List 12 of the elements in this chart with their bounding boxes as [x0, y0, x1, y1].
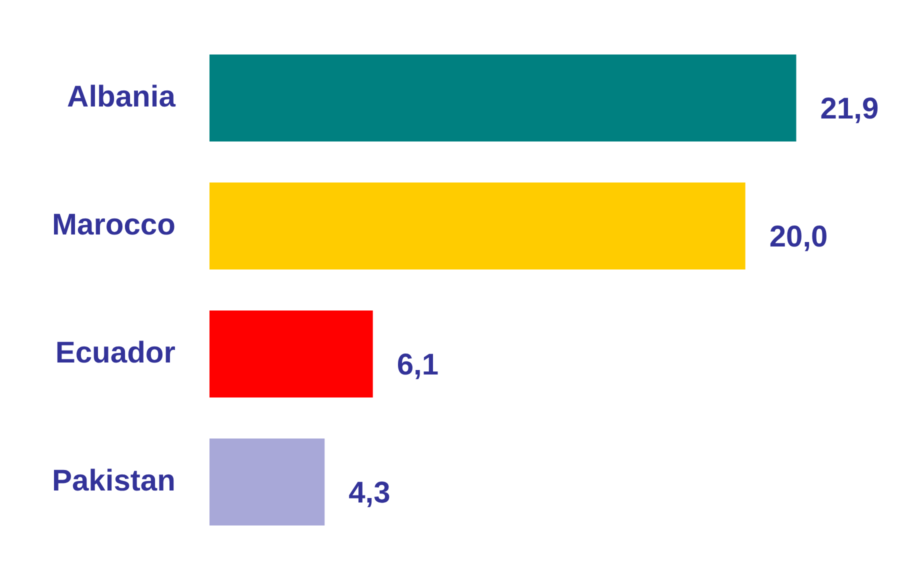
bar — [209, 310, 373, 398]
data-label: 21,9 — [820, 92, 879, 126]
y-tick-label: Ecuador — [55, 336, 176, 370]
bar — [209, 54, 796, 142]
bar — [209, 438, 325, 526]
data-label: 6,1 — [396, 348, 439, 382]
y-tick-label: Albania — [67, 80, 176, 114]
data-label: 4,3 — [348, 476, 390, 510]
y-tick-label: Marocco — [52, 208, 176, 242]
data-label: 20,0 — [769, 220, 828, 254]
y-tick-label: Pakistan — [52, 464, 176, 498]
bar — [209, 182, 746, 270]
